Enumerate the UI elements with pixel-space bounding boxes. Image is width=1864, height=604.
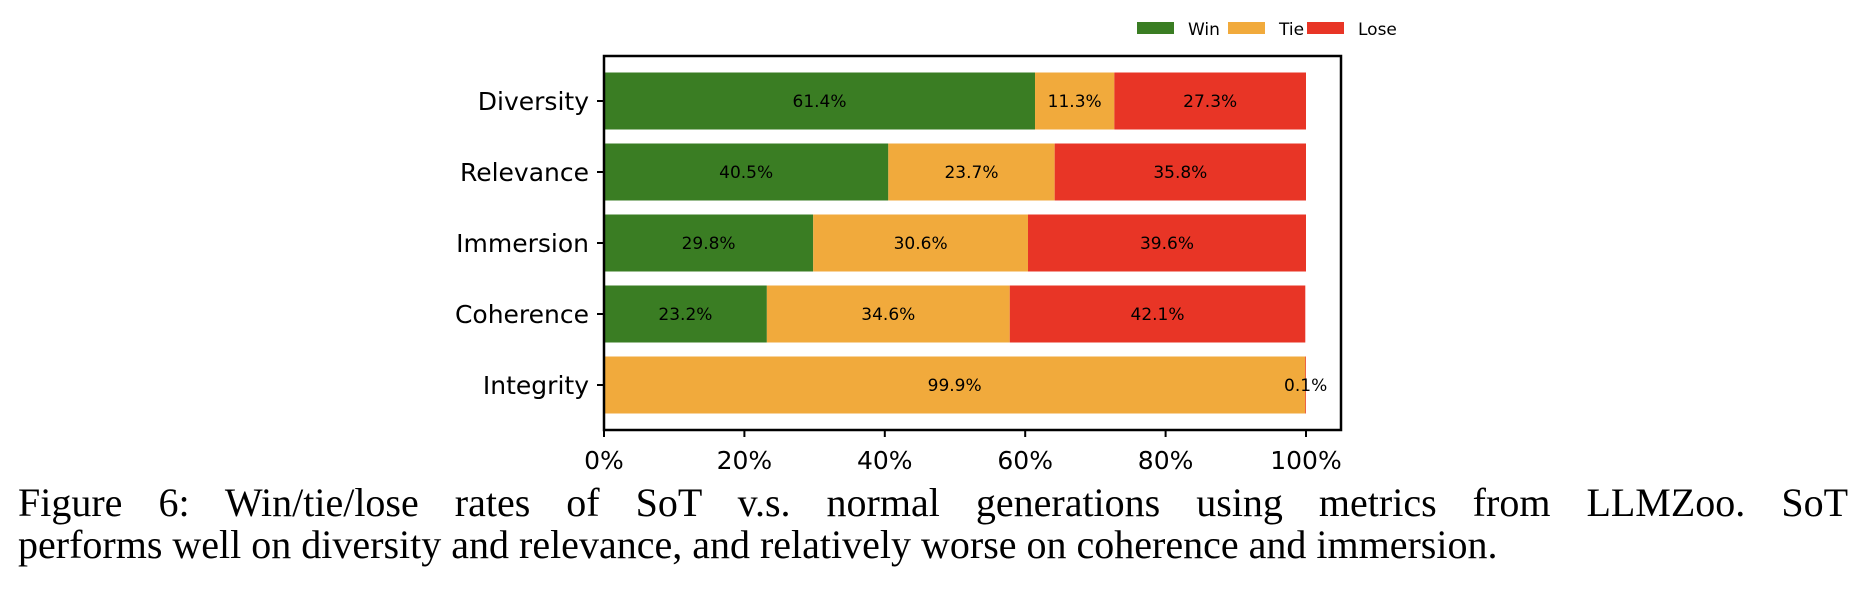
bar-integrity-tie [604,356,1306,414]
bar-label-diversity-lose: 27.3% [1183,92,1237,112]
legend: Win Tie Lose [1137,20,1397,40]
y-tick-label-coherence: Coherence [455,300,589,329]
x-tick-label: 100% [1270,446,1341,475]
x-tick-label: 80% [1138,446,1194,475]
bars-layer [604,72,1306,414]
y-tick-label-integrity: Integrity [483,371,589,400]
bar-label-coherence-lose: 42.1% [1131,305,1185,325]
bar-label-integrity-lose: 0.1% [1284,376,1327,396]
caption-line-2: performs well on diversity and relevance… [18,522,1498,567]
y-tick-label-diversity: Diversity [478,87,589,116]
bar-label-immersion-win: 29.8% [682,234,736,254]
bar-immersion-tie [813,214,1029,272]
bar-label-immersion-tie: 30.6% [894,234,948,254]
bar-label-coherence-tie: 34.6% [861,305,915,325]
bar-diversity-lose [1114,72,1306,130]
x-tick-label: 40% [857,446,913,475]
bar-label-relevance-tie: 23.7% [944,163,998,183]
bar-immersion-win [604,214,814,272]
bar-diversity-win [604,72,1036,130]
legend-label-win: Win [1188,20,1220,40]
legend-swatch-tie [1228,22,1265,34]
bar-labels-layer: 61.4% 11.3% 27.3% 40.5% 23.7% 35.8% 29.8% 30.6%… [658,92,1327,396]
bar-relevance-lose [1054,143,1306,201]
stacked-bar-chart: 61.4% 11.3% 27.3% 40.5% 23.7% 35.8% 29.8% 30.6%… [455,20,1397,475]
legend-swatch-lose [1307,22,1344,34]
y-axis: Diversity Relevance Immersion Coherence Inte… [455,87,604,400]
caption-line-1: Figure 6: Win/tie/lose rates of SoT v.s.… [18,480,1848,525]
bar-relevance-win [604,143,889,201]
legend-label-tie: Tie [1278,20,1304,40]
legend-swatch-win [1137,22,1174,34]
bar-coherence-win [604,285,767,343]
x-tick-label: 0% [584,446,624,475]
bar-label-immersion-lose: 39.6% [1140,234,1194,254]
bar-coherence-lose [1009,285,1306,343]
x-tick-label: 20% [717,446,773,475]
bar-coherence-tie [766,285,1010,343]
x-tick-label: 60% [997,446,1053,475]
bar-label-diversity-win: 61.4% [793,92,847,112]
bar-immersion-lose [1028,214,1306,272]
legend-label-lose: Lose [1358,20,1397,40]
bar-label-relevance-win: 40.5% [719,163,773,183]
bar-label-diversity-tie: 11.3% [1048,92,1102,112]
bar-integrity-lose [1305,356,1306,414]
bar-diversity-tie [1035,72,1115,130]
bar-relevance-tie [888,143,1055,201]
bar-label-integrity-tie: 99.9% [928,376,982,396]
y-tick-label-immersion: Immersion [456,229,589,258]
x-axis: 0% 20% 40% 60% 80% 100% [584,430,1342,475]
bar-label-coherence-win: 23.2% [658,305,712,325]
y-tick-label-relevance: Relevance [460,158,589,187]
bar-label-relevance-lose: 35.8% [1153,163,1207,183]
figure-caption: Figure 6: Win/tie/lose rates of SoT v.s.… [18,482,1848,566]
